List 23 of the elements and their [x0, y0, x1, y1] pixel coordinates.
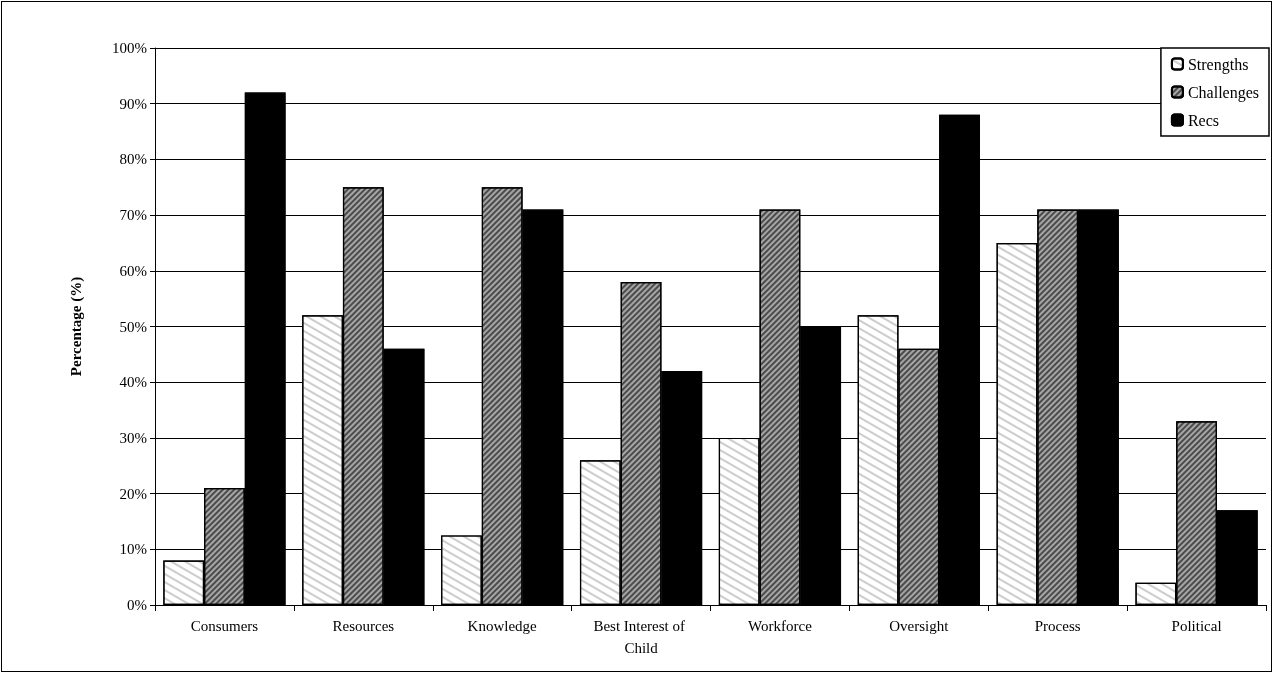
- x-tick-label: Workforce: [748, 618, 813, 634]
- y-tick-label: 10%: [119, 541, 147, 558]
- y-tick-label: 50%: [119, 318, 147, 335]
- y-tick-label: 70%: [119, 207, 147, 224]
- x-tick-label: Consumers: [190, 618, 259, 634]
- y-tick-label: 20%: [119, 485, 147, 502]
- x-tick-label: Best Interest of Child: [593, 618, 689, 656]
- legend-label: Strengths: [1187, 55, 1249, 74]
- y-tick-label: 90%: [119, 95, 147, 112]
- y-tick-label: 60%: [119, 262, 147, 279]
- x-tick-label: Political: [1171, 618, 1222, 634]
- x-tick-label: Knowledge: [467, 618, 538, 634]
- y-axis-title: Percentage (%): [67, 276, 85, 377]
- y-tick-label: 100%: [112, 40, 147, 56]
- x-tick-label: Resources: [332, 618, 395, 634]
- legend-label: Challenges: [1187, 83, 1259, 102]
- y-tick-label: 0%: [127, 597, 147, 613]
- y-tick-label: 80%: [119, 151, 147, 168]
- y-tick-label: 30%: [119, 429, 147, 446]
- legend-label: Recs: [1187, 111, 1220, 129]
- x-tick-label: Process: [1034, 618, 1081, 634]
- y-tick-label: 40%: [119, 374, 147, 391]
- x-tick-label: Oversight: [889, 618, 950, 634]
